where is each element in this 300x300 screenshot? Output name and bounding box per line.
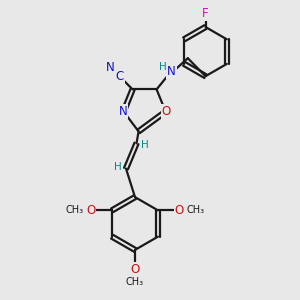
Text: O: O bbox=[162, 105, 171, 118]
Text: O: O bbox=[130, 263, 140, 276]
Text: O: O bbox=[175, 204, 184, 217]
Text: C: C bbox=[115, 70, 124, 83]
Text: N: N bbox=[106, 61, 115, 74]
Text: H: H bbox=[159, 62, 167, 72]
Text: CH₃: CH₃ bbox=[186, 205, 204, 215]
Text: CH₃: CH₃ bbox=[66, 205, 84, 215]
Text: N: N bbox=[118, 105, 127, 118]
Text: O: O bbox=[86, 204, 95, 217]
Text: N: N bbox=[167, 65, 176, 78]
Text: CH₃: CH₃ bbox=[126, 277, 144, 287]
Text: F: F bbox=[202, 7, 209, 20]
Text: H: H bbox=[114, 162, 122, 172]
Text: H: H bbox=[141, 140, 149, 150]
